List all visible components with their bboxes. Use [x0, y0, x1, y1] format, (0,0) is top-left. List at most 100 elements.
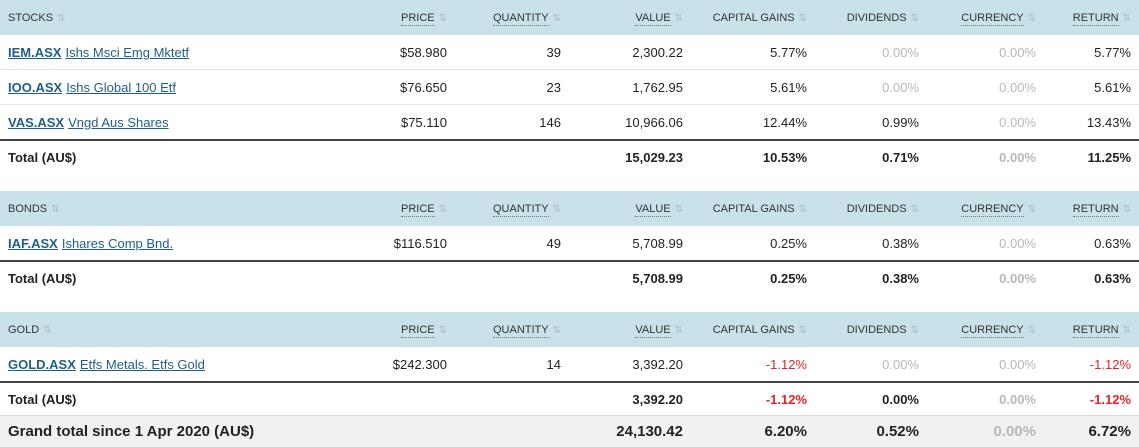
dividends-cell: 0.00%: [815, 35, 927, 70]
sort-arrows-icon[interactable]: ⇅: [439, 13, 447, 24]
holding-name-link[interactable]: Etfs Metals. Etfs Gold: [80, 357, 205, 372]
sort-arrows-icon[interactable]: ⇅: [911, 13, 919, 24]
column-header-return[interactable]: RETURN ⇅: [1044, 312, 1139, 347]
column-header-dividends[interactable]: DIVIDENDS⇅: [815, 0, 927, 35]
sort-arrows-icon[interactable]: ⇅: [799, 325, 807, 336]
column-header-quantity[interactable]: QUANTITY⇅: [455, 191, 569, 226]
sort-arrows-icon[interactable]: ⇅: [1028, 325, 1036, 336]
column-header-bonds[interactable]: BONDS ⇅: [0, 191, 355, 226]
ticker-link[interactable]: IEM.ASX: [8, 45, 61, 60]
column-header-label: DIVIDENDS: [847, 324, 907, 336]
value-cell: 10,966.06: [569, 105, 691, 141]
ticker-link[interactable]: VAS.ASX: [8, 115, 64, 130]
sort-arrows-icon[interactable]: ⇅: [553, 13, 561, 24]
sort-arrows-icon[interactable]: ⇅: [439, 325, 447, 336]
total-currency: 0.00%: [927, 382, 1044, 416]
sort-arrows-icon[interactable]: ⇅: [675, 13, 683, 24]
column-header-dividends[interactable]: DIVIDENDS ⇅: [815, 312, 927, 347]
column-header-price[interactable]: PRICE⇅: [355, 191, 455, 226]
ticker-link[interactable]: GOLD.ASX: [8, 357, 76, 372]
column-header-capital-gains[interactable]: CAPITAL GAINS⇅: [691, 0, 815, 35]
column-header-capital-gains[interactable]: CAPITAL GAINS ⇅: [691, 191, 815, 226]
column-header-label: RETURN: [1073, 324, 1119, 338]
value-cell: 3,392.20: [569, 347, 691, 382]
section-title: STOCKS: [8, 12, 53, 24]
column-header-stocks[interactable]: STOCKS ⇅: [0, 0, 355, 35]
column-header-value[interactable]: VALUE⇅: [569, 0, 691, 35]
sort-arrows-icon[interactable]: ⇅: [1123, 204, 1131, 215]
quantity-cell: 23: [455, 70, 569, 105]
quantity-cell: 14: [455, 347, 569, 382]
column-header-price[interactable]: PRICE⇅: [355, 0, 455, 35]
holding-name-cell: IAF.ASX Ishares Comp Bnd.: [0, 226, 355, 261]
column-header-quantity[interactable]: QUANTITY⇅: [455, 312, 569, 347]
section-header-row: STOCKS⇅PRICE⇅QUANTITY⇅VALUE⇅CAPITAL GAIN…: [0, 0, 1139, 35]
column-header-currency[interactable]: CURRENCY ⇅: [927, 312, 1044, 347]
column-header-value[interactable]: VALUE ⇅: [569, 191, 691, 226]
sort-arrows-icon[interactable]: ⇅: [1028, 204, 1036, 215]
return-cell: 0.63%: [1044, 226, 1139, 261]
column-header-gold[interactable]: GOLD ⇅: [0, 312, 355, 347]
total-currency: 0.00%: [927, 140, 1044, 173]
price-cell: $75.110: [355, 105, 455, 141]
sort-arrows-icon[interactable]: ⇅: [675, 325, 683, 336]
column-header-return[interactable]: RETURN⇅: [1044, 0, 1139, 35]
total-value: 3,392.20: [569, 382, 691, 416]
column-header-dividends[interactable]: DIVIDENDS⇅: [815, 191, 927, 226]
sort-arrows-icon[interactable]: ⇅: [1123, 325, 1131, 336]
sort-arrows-icon[interactable]: ⇅: [439, 204, 447, 215]
empty-cell: [355, 140, 455, 173]
column-header-label: PRICE: [401, 324, 435, 338]
column-header-quantity[interactable]: QUANTITY⇅: [455, 0, 569, 35]
section-total-row: Total (AU$)3,392.20-1.12%0.00%0.00%-1.12…: [0, 382, 1139, 416]
section-title: BONDS: [8, 203, 47, 215]
currency-cell: 0.00%: [927, 226, 1044, 261]
sort-arrows-icon[interactable]: ⇅: [553, 204, 561, 215]
total-return: -1.12%: [1044, 382, 1139, 416]
sort-arrows-icon[interactable]: ⇅: [43, 325, 51, 336]
column-header-return[interactable]: RETURN⇅: [1044, 191, 1139, 226]
price-cell: $76.650: [355, 70, 455, 105]
sort-arrows-icon[interactable]: ⇅: [553, 325, 561, 336]
holding-name-link[interactable]: Ishs Msci Emg Mktetf: [65, 45, 189, 60]
sort-arrows-icon[interactable]: ⇅: [799, 204, 807, 215]
empty-cell: [355, 261, 455, 294]
sort-arrows-icon[interactable]: ⇅: [911, 204, 919, 215]
sort-arrows-icon[interactable]: ⇅: [1028, 13, 1036, 24]
holding-name-link[interactable]: Ishares Comp Bnd.: [62, 236, 173, 251]
column-header-price[interactable]: PRICE ⇅: [355, 312, 455, 347]
column-header-value[interactable]: VALUE⇅: [569, 312, 691, 347]
sort-arrows-icon[interactable]: ⇅: [57, 13, 65, 24]
sort-arrows-icon[interactable]: ⇅: [675, 204, 683, 215]
holding-name-link[interactable]: Vngd Aus Shares: [68, 115, 168, 130]
column-header-label: VALUE: [635, 203, 670, 217]
sort-arrows-icon[interactable]: ⇅: [911, 325, 919, 336]
section-header-row: BONDS⇅PRICE⇅QUANTITY⇅VALUE⇅CAPITAL GAINS…: [0, 191, 1139, 226]
column-header-label: CAPITAL GAINS: [713, 203, 795, 215]
empty-cell: [355, 382, 455, 416]
sort-arrows-icon[interactable]: ⇅: [1123, 13, 1131, 24]
return-cell: 5.61%: [1044, 70, 1139, 105]
column-header-currency[interactable]: CURRENCY⇅: [927, 191, 1044, 226]
grand-total-row: Grand total since 1 Apr 2020 (AU$)24,130…: [0, 416, 1139, 447]
section-title: GOLD: [8, 324, 39, 336]
sort-arrows-icon[interactable]: ⇅: [799, 13, 807, 24]
column-header-currency[interactable]: CURRENCY⇅: [927, 0, 1044, 35]
holding-name-cell: IOO.ASX Ishs Global 100 Etf: [0, 70, 355, 105]
return-cell: -1.12%: [1044, 347, 1139, 382]
total-capital-gains: 0.25%: [691, 261, 815, 294]
holding-name-cell: GOLD.ASX Etfs Metals. Etfs Gold: [0, 347, 355, 382]
column-header-capital-gains[interactable]: CAPITAL GAINS⇅: [691, 312, 815, 347]
column-header-label: CURRENCY: [961, 324, 1023, 338]
ticker-link[interactable]: IOO.ASX: [8, 80, 62, 95]
sort-arrows-icon[interactable]: ⇅: [51, 204, 59, 215]
holding-name-link[interactable]: Ishs Global 100 Etf: [66, 80, 176, 95]
ticker-link[interactable]: IAF.ASX: [8, 236, 58, 251]
total-return: 11.25%: [1044, 140, 1139, 173]
